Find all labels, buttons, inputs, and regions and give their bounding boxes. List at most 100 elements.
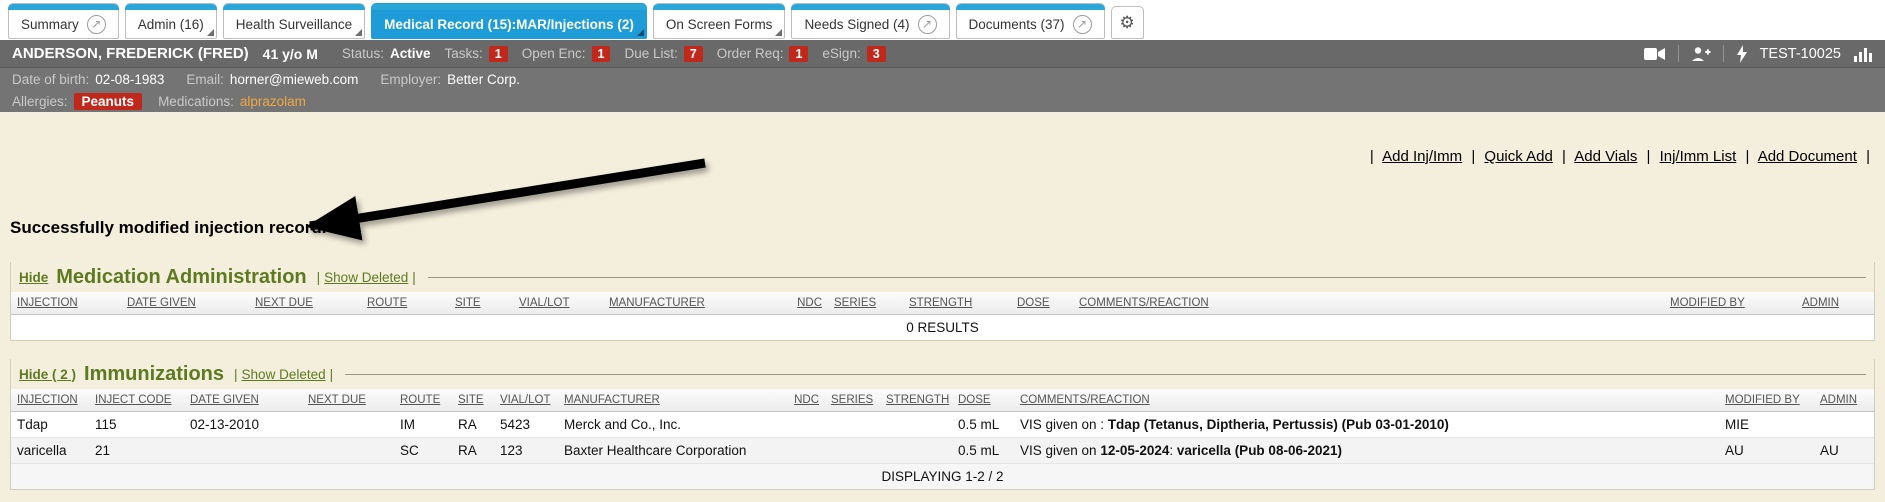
mar-col-route[interactable]: ROUTE	[361, 292, 449, 315]
imm-col-manufacturer[interactable]: MANUFACTURER	[558, 389, 773, 412]
esign-label: eSign:	[822, 46, 861, 61]
external-link-icon[interactable]: ↗	[86, 14, 106, 34]
mar-hide-link[interactable]: Hide	[19, 269, 49, 285]
due-list-count-badge[interactable]: 7	[683, 45, 703, 62]
external-link-icon[interactable]: ↗	[1072, 14, 1092, 34]
add-vials-link[interactable]: Add Vials	[1574, 148, 1638, 165]
add-inj-imm-link[interactable]: Add Inj/Imm	[1382, 148, 1463, 165]
table-row[interactable]: Tdap 115 02-13-2010 IM RA 5423 Merck and…	[11, 411, 1874, 438]
imm-footer-row: DISPLAYING 1-2 / 2	[11, 463, 1874, 489]
external-link-icon[interactable]: ↗	[917, 14, 937, 34]
add-document-link[interactable]: Add Document	[1757, 148, 1857, 165]
tasks-count-badge[interactable]: 1	[488, 45, 508, 62]
order-req-count-badge[interactable]: 1	[789, 45, 809, 62]
cell-comments: VIS given on : Tdap (Tetanus, Diptheria,…	[1014, 411, 1719, 438]
add-person-icon[interactable]	[1691, 46, 1711, 62]
medications-value[interactable]: alprazolam	[239, 93, 306, 109]
cell-vial-lot: 123	[494, 437, 558, 464]
imm-col-injection[interactable]: INJECTION	[11, 389, 89, 412]
patient-header-icons: TEST-10025	[1643, 44, 1873, 63]
link-separator: |	[1745, 148, 1750, 165]
mar-col-series[interactable]: SERIES	[828, 292, 903, 315]
imm-col-next-due[interactable]: NEXT DUE	[302, 389, 394, 412]
tab-admin[interactable]: Admin (16)	[124, 3, 217, 39]
mar-col-vial-lot[interactable]: VIAL/LOT	[513, 292, 603, 315]
immunizations-section-header: Hide ( 2 ) Immunizations | Show Deleted …	[11, 359, 1874, 389]
imm-col-strength[interactable]: STRENGTH	[880, 389, 952, 412]
imm-col-site[interactable]: SITE	[452, 389, 494, 412]
mar-show-deleted-link[interactable]: Show Deleted	[324, 269, 409, 285]
imm-col-modified-by[interactable]: MODIFIED BY	[1719, 389, 1814, 412]
imm-col-route[interactable]: ROUTE	[394, 389, 452, 412]
mar-table: INJECTION DATE GIVEN NEXT DUE ROUTE SITE…	[11, 292, 1874, 340]
cell-route: SC	[394, 437, 452, 464]
imm-col-inject-code[interactable]: INJECT CODE	[89, 389, 184, 412]
imm-displaying-text: DISPLAYING 1-2 / 2	[11, 463, 1874, 489]
immunizations-table: INJECTION INJECT CODE DATE GIVEN NEXT DU…	[11, 389, 1874, 489]
patient-header-row-3: Allergies: Peanuts Medications: alprazol…	[0, 90, 1885, 112]
imm-col-date-given[interactable]: DATE GIVEN	[184, 389, 302, 412]
mar-col-date-given[interactable]: DATE GIVEN	[121, 292, 249, 315]
mar-col-strength[interactable]: STRENGTH	[903, 292, 1011, 315]
pipe-separator: |	[234, 366, 238, 382]
cell-modified-by: AU	[1719, 437, 1814, 464]
link-separator: |	[1369, 148, 1374, 165]
cell-manufacturer: Baxter Healthcare Corporation	[558, 437, 773, 464]
esign-counter[interactable]: eSign: 3	[822, 45, 886, 62]
tab-on-screen-forms-label: On Screen Forms	[665, 16, 773, 32]
cell-next-due	[302, 411, 394, 438]
quick-add-link[interactable]: Quick Add	[1484, 148, 1553, 165]
imm-col-admin[interactable]: ADMIN	[1814, 389, 1874, 412]
mar-col-manufacturer[interactable]: MANUFACTURER	[603, 292, 768, 315]
order-req-counter[interactable]: Order Req: 1	[717, 45, 809, 62]
open-enc-counter[interactable]: Open Enc: 1	[522, 45, 611, 62]
tab-admin-label: Admin (16)	[137, 16, 204, 32]
imm-col-vial-lot[interactable]: VIAL/LOT	[494, 389, 558, 412]
tab-medical-record[interactable]: Medical Record (15):MAR/Injections (2)	[371, 3, 647, 39]
status-value: Active	[389, 46, 431, 61]
esign-count-badge[interactable]: 3	[866, 45, 886, 62]
annotation-arrow	[305, 158, 706, 241]
mar-col-injection[interactable]: INJECTION	[11, 292, 121, 315]
mar-col-comments[interactable]: COMMENTS/REACTION	[1073, 292, 1664, 315]
employer-label: Employer:	[380, 71, 442, 87]
open-enc-count-badge[interactable]: 1	[591, 45, 611, 62]
table-row[interactable]: varicella 21 SC RA 123 Baxter Healthcare…	[11, 437, 1874, 464]
email-value: horner@mieweb.com	[229, 71, 359, 87]
mar-col-ndc[interactable]: NDC	[768, 292, 828, 315]
inj-imm-list-link[interactable]: Inj/Imm List	[1659, 148, 1737, 165]
main-content: | Add Inj/Imm | Quick Add | Add Vials | …	[0, 112, 1885, 502]
lightning-icon[interactable]	[1736, 44, 1748, 63]
mar-col-site[interactable]: SITE	[449, 292, 513, 315]
imm-col-comments[interactable]: COMMENTS/REACTION	[1014, 389, 1719, 412]
cell-ndc	[773, 437, 825, 464]
tab-documents[interactable]: Documents (37) ↗	[955, 3, 1105, 39]
tab-settings-button[interactable]: ⚙	[1110, 6, 1144, 39]
tab-health-surveillance[interactable]: Health Surveillance	[222, 3, 366, 39]
bar-chart-icon[interactable]	[1853, 46, 1873, 62]
allergies-label: Allergies:	[12, 93, 68, 109]
tasks-counter[interactable]: Tasks: 1	[444, 45, 508, 62]
imm-hide-link[interactable]: Hide ( 2 )	[19, 366, 77, 382]
imm-col-series[interactable]: SERIES	[825, 389, 880, 412]
allergy-badge[interactable]: Peanuts	[73, 92, 143, 110]
cell-strength	[880, 437, 952, 464]
mar-col-next-due[interactable]: NEXT DUE	[249, 292, 361, 315]
video-camera-icon[interactable]	[1643, 46, 1666, 62]
imm-col-dose[interactable]: DOSE	[952, 389, 1014, 412]
cell-admin: AU	[1814, 437, 1874, 464]
section-divider	[427, 276, 1866, 278]
mar-col-admin[interactable]: ADMIN	[1796, 292, 1874, 315]
mar-col-dose[interactable]: DOSE	[1011, 292, 1073, 315]
tab-needs-signed[interactable]: Needs Signed (4) ↗	[791, 3, 950, 39]
imm-col-ndc[interactable]: NDC	[773, 389, 825, 412]
tab-on-screen-forms[interactable]: On Screen Forms	[652, 3, 786, 39]
due-list-counter[interactable]: Due List: 7	[624, 45, 703, 62]
cell-strength	[880, 411, 952, 438]
cell-series	[825, 411, 880, 438]
imm-show-deleted-link[interactable]: Show Deleted	[241, 366, 326, 382]
mar-col-modified-by[interactable]: MODIFIED BY	[1664, 292, 1796, 315]
link-separator: |	[1471, 148, 1476, 165]
tab-summary[interactable]: Summary ↗	[8, 3, 119, 39]
cell-injection: Tdap	[11, 411, 89, 438]
